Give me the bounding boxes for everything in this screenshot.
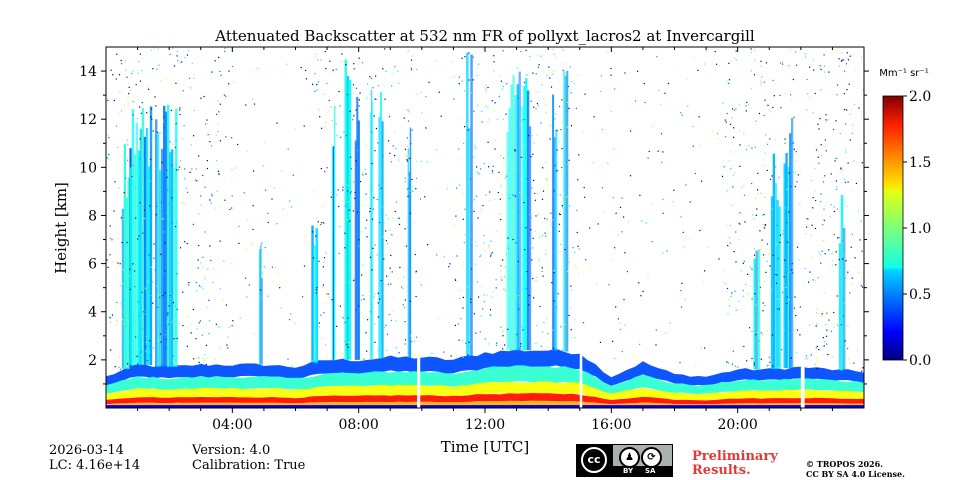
cloud-column-17: [770, 153, 781, 370]
y-axis-label: Height [km]: [52, 182, 70, 274]
cc-by-label: BY: [623, 467, 634, 475]
attribution-person-icon: ♟: [619, 447, 640, 468]
y-tick-label-2: 6: [88, 257, 97, 273]
cc-sa-label: SA: [645, 467, 656, 475]
cloud-column-4: [311, 225, 318, 363]
colorbar-tick-label-4: 2.0: [909, 89, 931, 105]
cloud-column-2: [155, 104, 178, 367]
preliminary-line2: Results.: [692, 463, 751, 478]
footer-lc: LC: 4.16e+14: [49, 458, 141, 473]
chart-title: Attenuated Backscatter at 532 nm FR of p…: [214, 27, 755, 45]
preliminary-line1: Preliminary: [692, 449, 778, 464]
cloud-column-9: [378, 92, 384, 359]
boundary-layer-band-2: [106, 381, 864, 401]
cloud-column-10: [407, 127, 412, 358]
y-tick-label-0: 2: [88, 353, 97, 369]
cloud-column-11: [466, 52, 473, 357]
cloud-column-3: [259, 244, 263, 365]
noise-speckle: [106, 47, 864, 372]
footer-calibration: Calibration: True: [192, 458, 306, 473]
cc-badge-left: cc: [577, 445, 613, 476]
cloud-column-14: [552, 94, 558, 351]
cloud-column-15: [563, 70, 569, 352]
copyright-line1: © TROPOS 2026.: [806, 459, 883, 469]
x-tick-label-1: 08:00: [338, 417, 378, 433]
y-tick-label-5: 12: [79, 112, 97, 128]
colorbar: [882, 95, 904, 361]
cloud-column-1: [129, 106, 153, 366]
y-tick-label-6: 14: [79, 64, 97, 80]
plot-area: [106, 47, 864, 408]
colorbar-tick-label-0: 0.0: [909, 353, 931, 369]
x-tick-label-3: 16:00: [591, 417, 631, 433]
backscatter-heatmap: [106, 47, 864, 408]
boundary-layer-band-1: [106, 365, 864, 395]
colorbar-ticks: 0.0 0.5 1.0 1.5 2.0: [903, 89, 931, 369]
x-axis-label: Time [UTC]: [441, 438, 530, 456]
colorbar-tick-label-2: 1.0: [909, 221, 931, 237]
y-axis: 2 4 6 8 10 12 14: [79, 64, 869, 385]
x-tick-label-2: 12:00: [465, 417, 505, 433]
cloud-column-19: [838, 194, 846, 371]
y-tick-label-4: 10: [79, 160, 97, 176]
x-tick-label-4: 20:00: [717, 417, 757, 433]
cloud-column-6: [344, 59, 352, 360]
data-gap-2: [800, 47, 805, 408]
colorbar-tick-label-1: 0.5: [909, 287, 931, 303]
colorbar-unit-label: Mm⁻¹ sr⁻¹: [879, 68, 928, 79]
cloud-column-8: [369, 89, 374, 359]
colorbar-tick-label-3: 1.5: [909, 155, 931, 171]
x-axis: 04:00 08:00 12:00 16:00 20:00: [137, 47, 833, 433]
copyright-line2: CC BY SA 4.0 License.: [806, 469, 905, 479]
cloud-column-5: [331, 106, 336, 360]
boundary-layer-band-4: [106, 400, 864, 407]
x-tick-label-0: 04:00: [212, 417, 252, 433]
surface-layer: [106, 405, 864, 408]
cloud-column-13: [521, 78, 532, 351]
y-tick-label-3: 8: [88, 208, 97, 224]
footer-version: Version: 4.0: [192, 443, 271, 458]
boundary-layer-band-3: [106, 393, 864, 405]
data-gap-1: [579, 47, 583, 408]
cc-license-badge: cc ♟ ⟳ BY SA: [576, 444, 673, 477]
footer-date: 2026-03-14: [49, 443, 124, 458]
cloud-column-18: [783, 118, 794, 369]
share-alike-icon: ⟳: [641, 447, 662, 468]
boundary-layer-band-0: [106, 348, 864, 386]
cloud-column-16: [753, 249, 761, 370]
data-gap-0: [417, 47, 421, 408]
cc-logo-icon: cc: [581, 447, 607, 473]
cc-badge-bar: BY SA: [613, 466, 672, 476]
cloud-column-12: [506, 71, 521, 351]
y-tick-label-1: 4: [88, 305, 97, 321]
